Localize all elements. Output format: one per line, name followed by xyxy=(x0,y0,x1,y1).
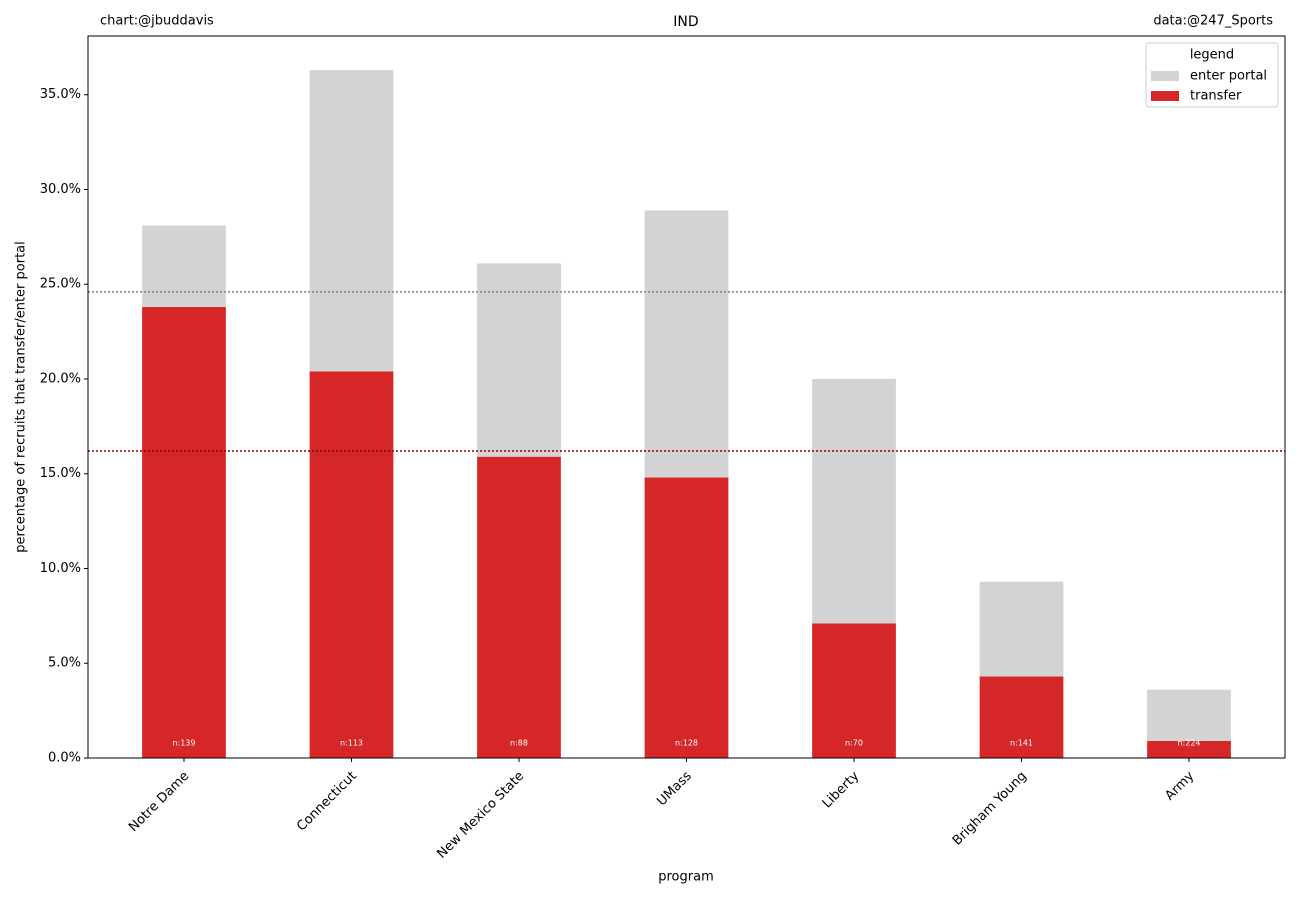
x-tick-label: Army xyxy=(1162,768,1197,803)
x-tick-label: Connecticut xyxy=(294,769,360,835)
bar xyxy=(644,210,729,478)
bar-label: n:139 xyxy=(172,739,195,748)
y-tick-label: 5.0% xyxy=(48,656,81,671)
y-tick-label: 15.0% xyxy=(40,466,81,481)
bar-label: n:141 xyxy=(1010,739,1033,748)
bar xyxy=(979,676,1064,758)
bar-label: n:224 xyxy=(1177,739,1200,748)
bar xyxy=(812,623,896,758)
bar-label: n:113 xyxy=(340,739,363,748)
y-tick-label: 20.0% xyxy=(40,371,81,386)
y-tick-label: 0.0% xyxy=(48,751,81,766)
source: data:@247_Sports xyxy=(1153,14,1273,29)
bar-label: n:70 xyxy=(845,739,863,748)
bar xyxy=(1147,740,1231,758)
credit: chart:@jbuddavis xyxy=(100,14,214,29)
bar-label: n:128 xyxy=(675,739,698,748)
bar xyxy=(142,306,226,758)
legend-title: legend xyxy=(1190,48,1234,63)
bar xyxy=(477,456,561,758)
legend-swatch xyxy=(1151,91,1179,101)
x-tick-label: UMass xyxy=(654,769,695,810)
x-tick-label: Liberty xyxy=(820,768,863,811)
legend-label: enter portal xyxy=(1190,69,1267,84)
plot-frame xyxy=(87,35,1286,759)
bar xyxy=(644,477,729,758)
bar xyxy=(1147,689,1231,741)
y-tick-label: 25.0% xyxy=(40,277,81,292)
bar xyxy=(309,371,394,758)
y-tick-label: 35.0% xyxy=(40,87,81,102)
x-axis-label: program xyxy=(658,870,714,885)
bar-label: n:88 xyxy=(510,739,528,748)
bar xyxy=(142,225,226,307)
bar xyxy=(979,581,1064,677)
chart-title: IND xyxy=(673,14,698,30)
legend-label: transfer xyxy=(1190,89,1242,104)
legend-swatch xyxy=(1151,71,1179,81)
x-tick-label: New Mexico State xyxy=(434,769,527,862)
bar xyxy=(309,70,394,372)
x-tick-label: Brigham Young xyxy=(950,769,1030,849)
y-tick-label: 30.0% xyxy=(40,182,81,197)
bar xyxy=(812,378,896,624)
y-tick-label: 10.0% xyxy=(40,561,81,576)
x-tick-label: Notre Dame xyxy=(126,769,192,835)
y-axis-label: percentage of recruits that transfer/ent… xyxy=(14,241,29,553)
bar xyxy=(477,263,561,457)
